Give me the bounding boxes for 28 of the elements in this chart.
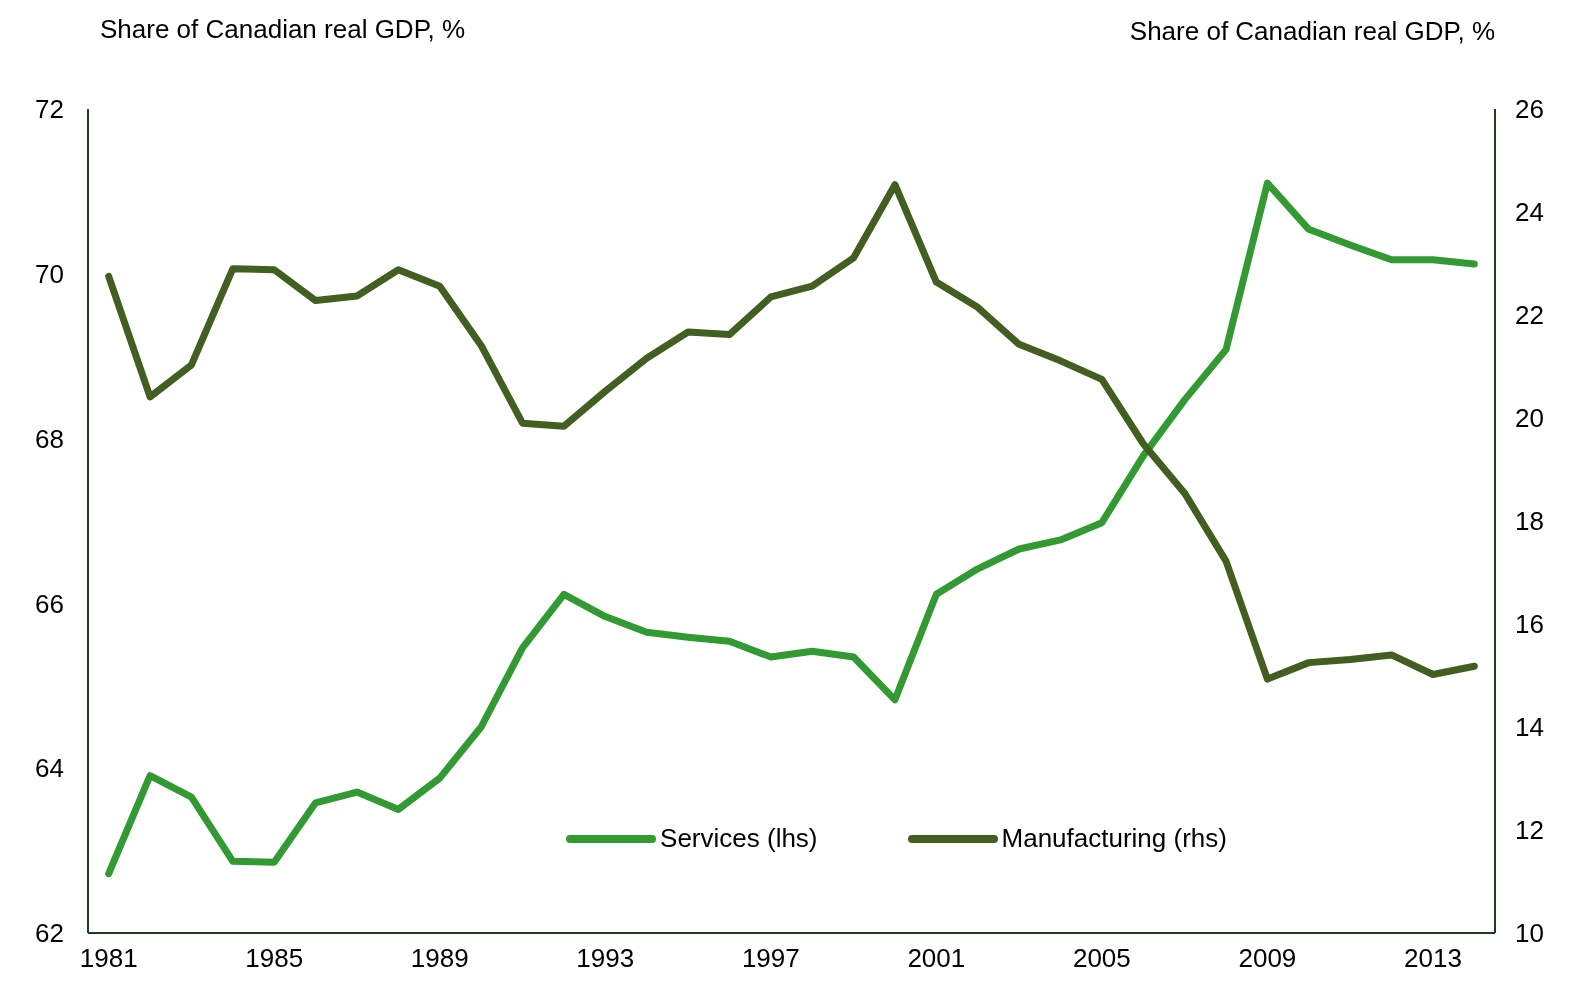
y2-tick-label: 24 — [1515, 197, 1544, 228]
x-tick-label: 2005 — [1072, 943, 1131, 974]
y-tick-label: 66 — [35, 588, 64, 619]
y2-tick-label: 18 — [1515, 506, 1544, 537]
y2-tick-label: 20 — [1515, 403, 1544, 434]
legend-label: Services (lhs) — [660, 823, 818, 854]
y2-tick-label: 26 — [1515, 94, 1544, 125]
y2-axis-title: Share of Canadian real GDP, % — [1129, 16, 1495, 47]
y-axis-title: Share of Canadian real GDP, % — [100, 14, 466, 45]
y2-tick-label: 22 — [1515, 300, 1544, 331]
y-tick-label: 72 — [35, 94, 64, 125]
legend-label: Manufacturing (rhs) — [1001, 823, 1227, 854]
y2-tick-label: 12 — [1515, 815, 1544, 846]
x-tick-label: 2013 — [1404, 943, 1462, 974]
y2-tick-label: 16 — [1515, 609, 1544, 640]
x-tick-label: 1985 — [245, 943, 304, 974]
x-tick-label: 2009 — [1238, 943, 1297, 974]
x-tick-label: 1997 — [741, 943, 800, 974]
x-tick-label: 2001 — [907, 943, 966, 974]
x-tick-label: 1993 — [576, 943, 635, 974]
x-tick-label: 1981 — [79, 943, 138, 974]
y-tick-label: 68 — [35, 423, 64, 454]
y-tick-label: 64 — [35, 753, 64, 784]
y2-tick-label: 14 — [1515, 712, 1544, 743]
y2-tick-label: 10 — [1515, 918, 1544, 949]
y-tick-label: 70 — [35, 259, 64, 290]
x-tick-label: 1989 — [410, 943, 469, 974]
y-tick-label: 62 — [35, 918, 64, 949]
